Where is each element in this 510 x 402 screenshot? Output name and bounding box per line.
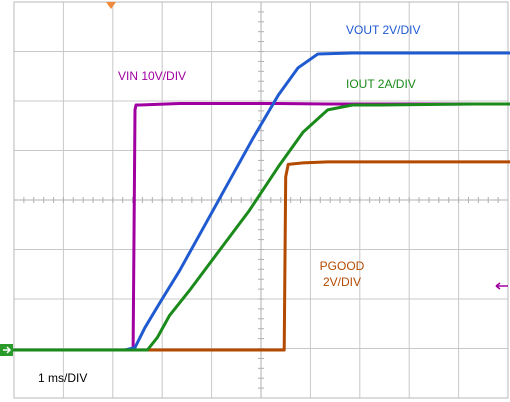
trace-label-vout: VOUT 2V/DIV — [346, 23, 420, 37]
trace-label-pgood: PGOOD — [320, 259, 365, 273]
level-arrow-icon — [495, 282, 508, 290]
traces — [12, 51, 510, 352]
plot-frame — [13, 1, 509, 399]
trace-label-pgood: 2V/DIV — [323, 275, 361, 289]
trigger-marker — [106, 2, 116, 9]
ground-arrow-icon — [3, 346, 12, 354]
trace-label-vin: VIN 10V/DIV — [118, 69, 186, 83]
time-scale-label: 1 ms/DIV — [38, 371, 87, 385]
grid — [13, 1, 509, 399]
markers — [0, 2, 508, 356]
labels: PGOOD 2V/DIV VIN 10V/DIV VOUT 2V/DIV IOUT 2A… — [38, 23, 420, 385]
trace-vout — [12, 51, 510, 352]
trace-label-iout: IOUT 2A/DIV — [346, 77, 416, 91]
trace-pgood — [12, 160, 510, 352]
trace-iout — [12, 102, 510, 352]
